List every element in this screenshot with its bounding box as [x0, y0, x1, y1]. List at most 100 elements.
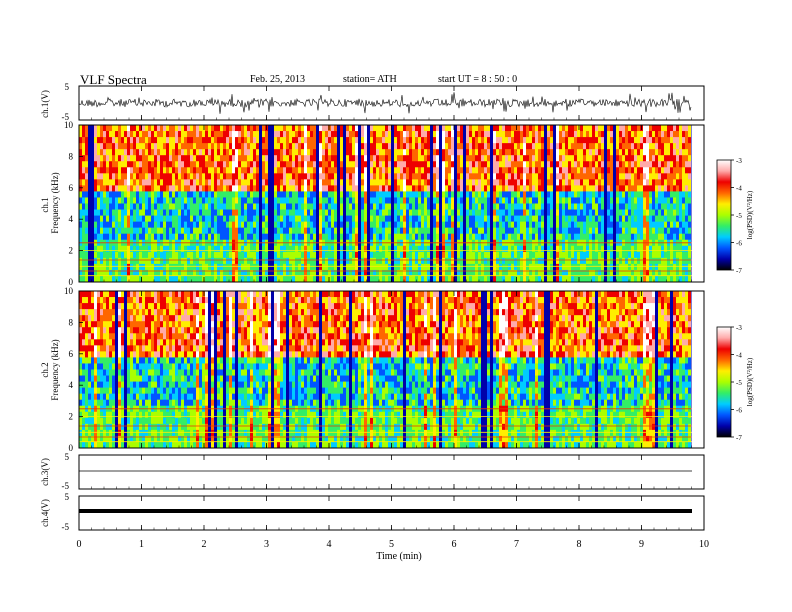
spectrogram-cell — [172, 143, 175, 150]
spectrogram-cell — [376, 233, 379, 241]
spectrogram-cell — [250, 161, 253, 168]
spectrogram-cell — [586, 275, 589, 283]
spectrogram-cell — [613, 251, 616, 259]
spectrogram-cell — [145, 185, 148, 192]
spectrogram-cell — [130, 191, 133, 198]
spectrogram-cell — [214, 263, 217, 271]
spectrogram-cell — [355, 209, 358, 217]
spectrogram-cell — [574, 221, 577, 229]
spectrogram-cell — [259, 221, 262, 229]
spectrogram-cell — [559, 263, 562, 271]
spectrogram-cell — [445, 257, 448, 265]
spectrogram-cell — [115, 227, 118, 235]
spectrogram-cell — [181, 179, 184, 186]
spectrogram-cell — [217, 203, 220, 211]
spectrogram-cell — [337, 203, 340, 211]
spectrogram-cell — [409, 137, 412, 144]
spectrogram-cell — [562, 191, 565, 198]
spectrogram-cell — [418, 215, 421, 223]
spectrogram-cell — [181, 125, 184, 132]
spectrogram-cell — [424, 233, 427, 241]
spectrogram-cell — [280, 215, 283, 223]
spectrogram-cell — [307, 275, 310, 283]
spectrogram-cell — [208, 203, 211, 211]
spectrogram-cell — [403, 257, 406, 265]
spectrogram-cell — [472, 179, 475, 186]
spectrogram-cell — [607, 197, 610, 204]
spectrogram-cell — [307, 143, 310, 150]
spectrogram-cell — [640, 215, 643, 223]
spectrogram-cell — [280, 245, 283, 253]
spectrogram-cell — [328, 263, 331, 271]
spectrogram-cell — [418, 245, 421, 253]
spectrogram-cell — [229, 191, 232, 198]
spectrogram-cell — [406, 233, 409, 241]
spectrogram-cell — [307, 269, 310, 277]
spectrogram-cell — [511, 215, 514, 223]
spectrogram-cell — [520, 227, 523, 235]
spectrogram-cell — [271, 185, 274, 192]
spectrogram-cell — [598, 143, 601, 150]
spectrogram-cell — [625, 215, 628, 223]
spectrogram-cell — [400, 143, 403, 150]
spectrogram-cell — [319, 227, 322, 235]
spectrogram-cell — [634, 215, 637, 223]
spectrogram-cell — [610, 191, 613, 198]
spectrogram-cell — [613, 215, 616, 223]
spectrogram-cell — [373, 269, 376, 277]
spectrogram-cell — [232, 155, 235, 162]
spectrogram-cell — [475, 143, 478, 150]
spectrogram-cell — [124, 221, 127, 229]
spectrogram-cell — [355, 137, 358, 144]
spectrogram-cell — [328, 245, 331, 253]
spectrogram-cell — [352, 155, 355, 162]
spectrogram-cell — [307, 221, 310, 229]
spectrogram-cell — [187, 155, 190, 162]
spectrogram-cell — [541, 143, 544, 150]
spectrogram-cell — [508, 263, 511, 271]
spectrogram-cell — [310, 257, 313, 265]
spectrogram-cell — [460, 149, 463, 156]
spectrogram-cell — [250, 275, 253, 283]
spectrogram-cell — [379, 137, 382, 144]
spectrogram-cell — [121, 251, 124, 259]
spectrogram-cell — [451, 221, 454, 229]
spectrogram-cell — [538, 197, 541, 204]
spectrogram-cell — [163, 149, 166, 156]
spectrogram-cell — [649, 167, 652, 174]
spectrogram-cell — [463, 137, 466, 144]
spectrogram-cell — [409, 233, 412, 241]
spectrogram-cell — [541, 185, 544, 192]
spectrogram-cell — [376, 155, 379, 162]
spectrogram-cell — [541, 233, 544, 241]
spectrogram-cell — [160, 257, 163, 265]
spectrogram-cell — [280, 155, 283, 162]
spectrogram-cell — [505, 245, 508, 253]
spectrogram-cell — [352, 233, 355, 241]
spectrogram-cell — [490, 221, 493, 229]
spectrogram-cell — [376, 197, 379, 204]
spectrogram-cell — [97, 215, 100, 223]
spectrogram-cell — [349, 155, 352, 162]
spectrogram-cell — [193, 209, 196, 217]
spectrogram-cell — [652, 203, 655, 211]
spectrogram-cell — [247, 257, 250, 265]
spectrogram-cell — [442, 203, 445, 211]
spectrogram-cell — [436, 233, 439, 241]
spectrogram-cell — [145, 233, 148, 241]
spectrogram-cell — [577, 275, 580, 283]
spectrogram-cell — [142, 275, 145, 283]
spectrogram-cell — [235, 191, 238, 198]
spectrogram-cell — [340, 137, 343, 144]
spectrogram-cell — [334, 245, 337, 253]
spectrogram-cell — [226, 125, 229, 132]
spectrogram-cell — [223, 173, 226, 180]
spectrogram-cell — [415, 143, 418, 150]
spectrogram-cell — [130, 245, 133, 253]
spectrogram-cell — [322, 167, 325, 174]
spectrogram-cell — [136, 275, 139, 283]
spectrogram-cell — [361, 251, 364, 259]
spectrogram-cell — [640, 173, 643, 180]
spectrogram-cell — [616, 263, 619, 271]
spectrogram-cell — [568, 257, 571, 265]
